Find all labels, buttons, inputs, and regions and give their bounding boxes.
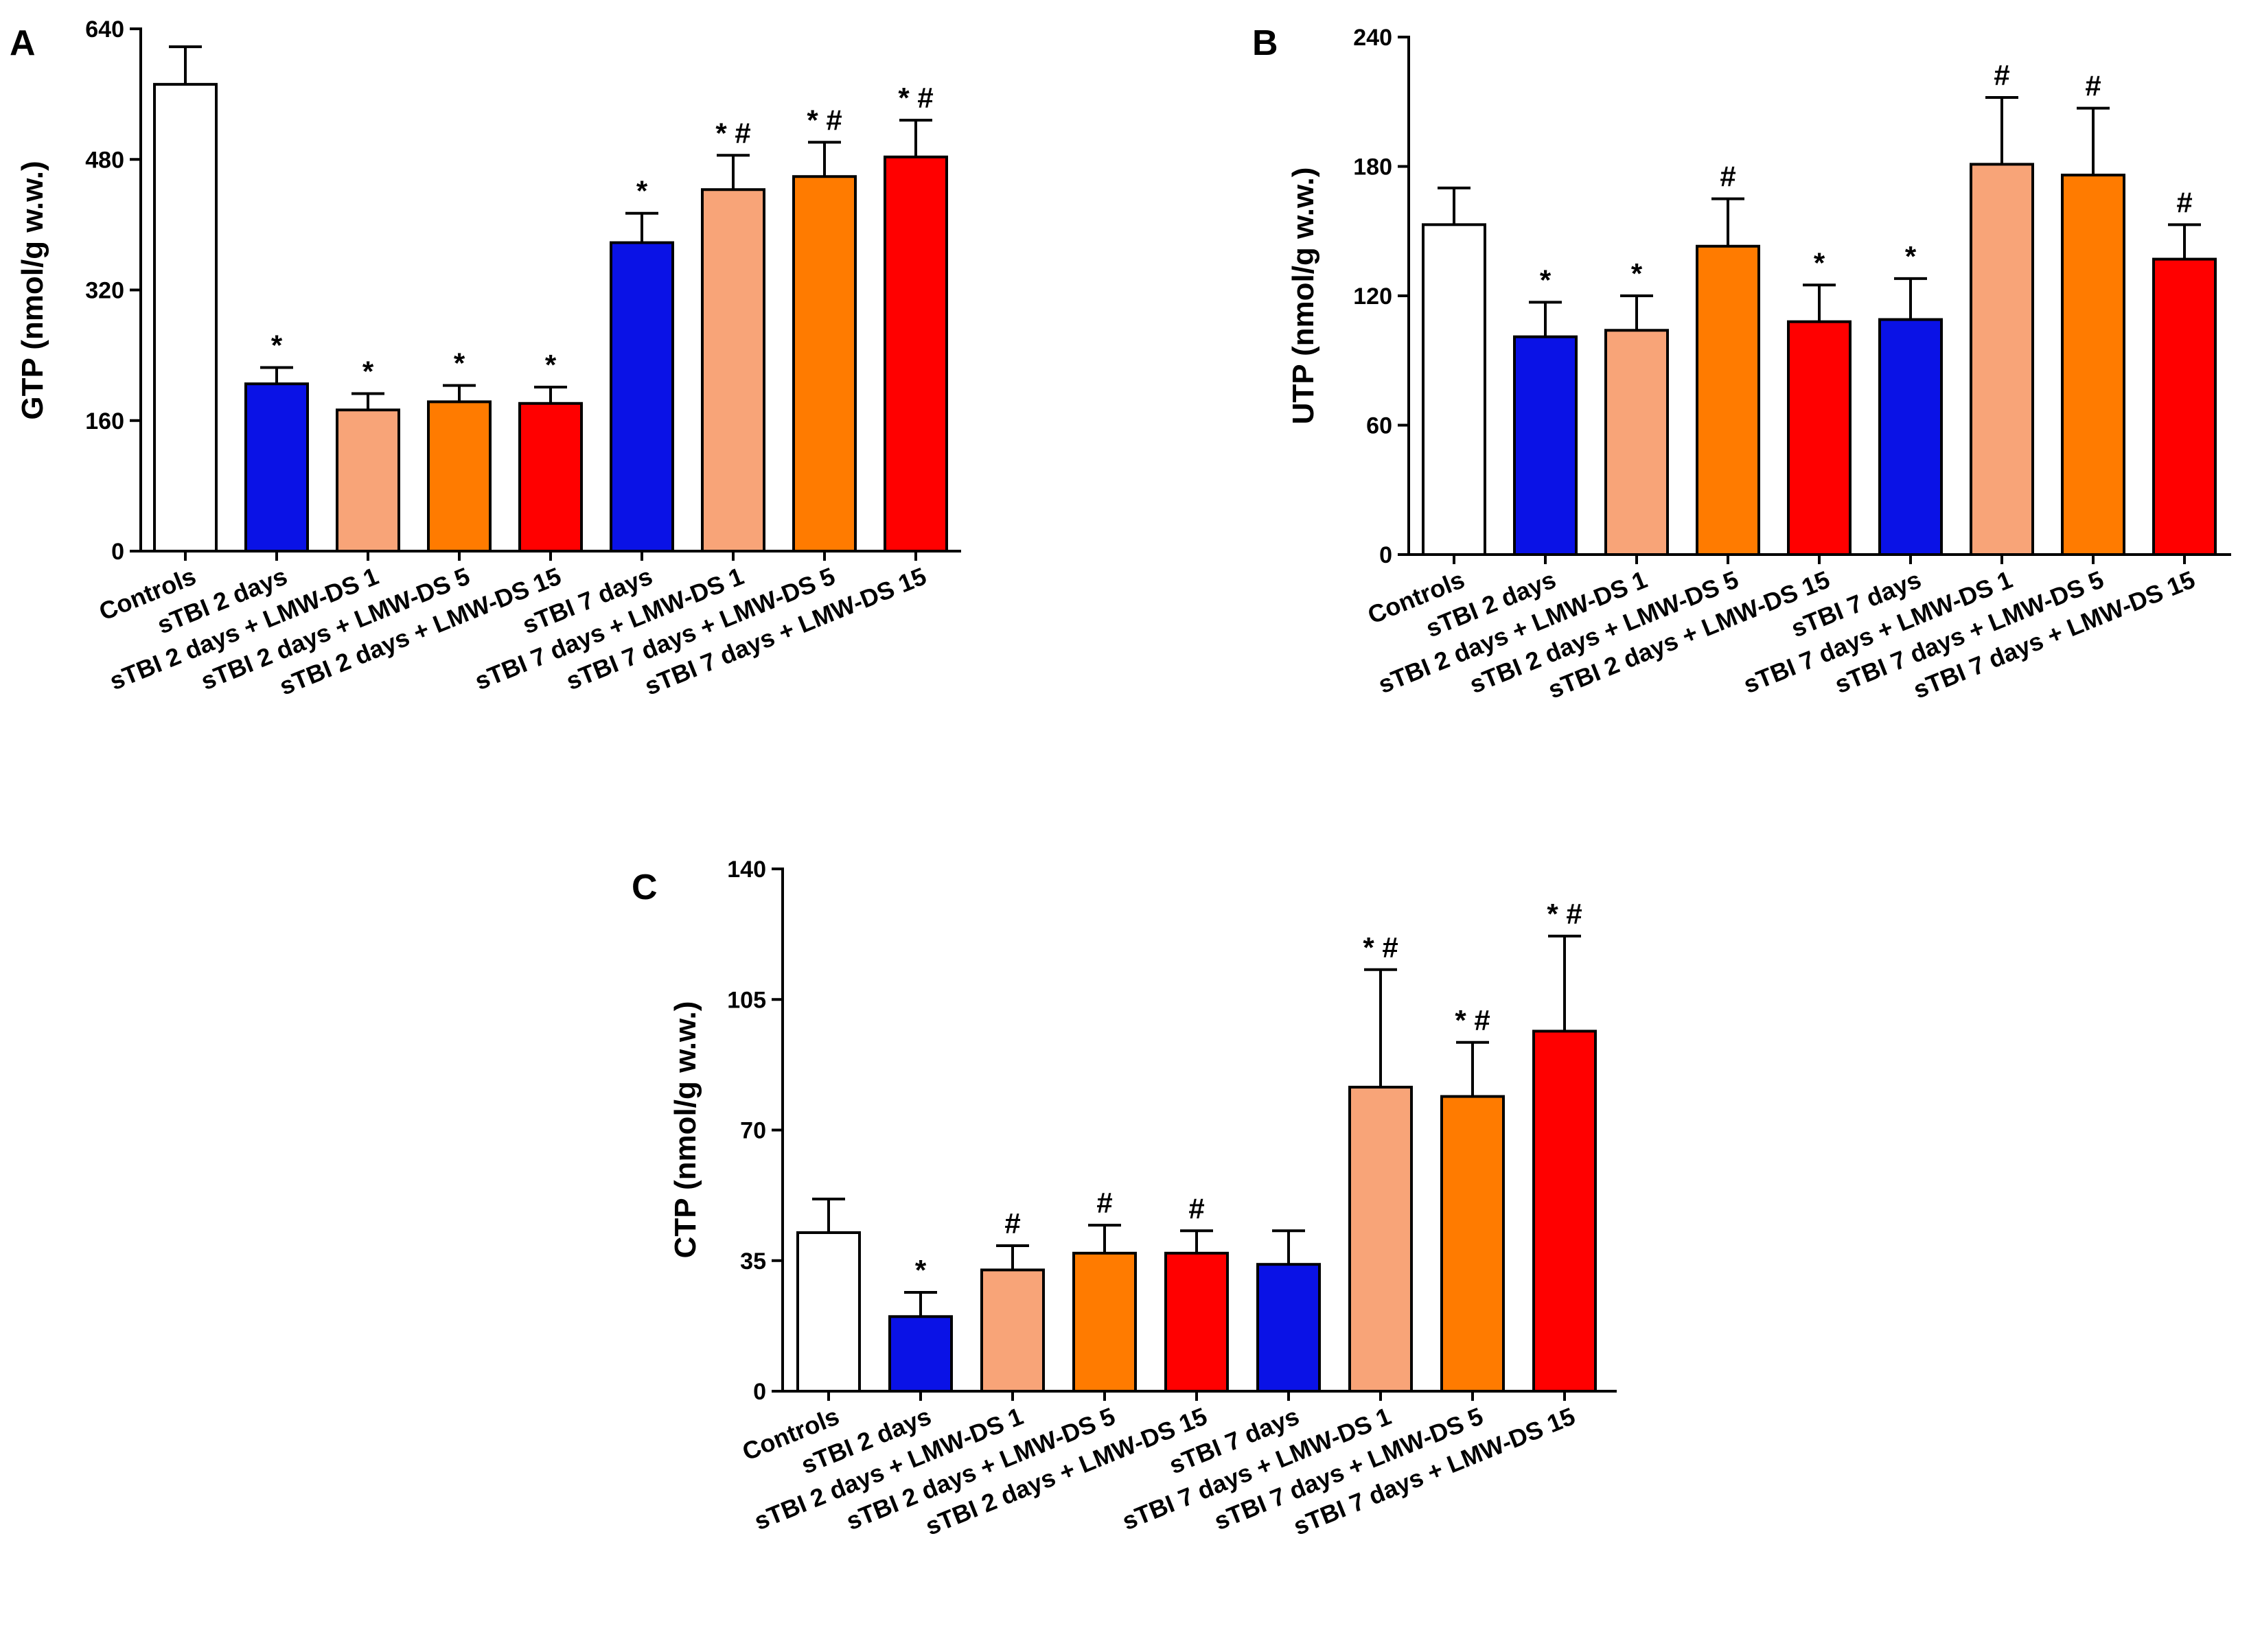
y-tick-label: 60 xyxy=(1366,413,1392,439)
bar xyxy=(1164,1251,1229,1393)
bar xyxy=(427,400,492,552)
bar xyxy=(336,408,400,552)
bar xyxy=(1696,244,1760,556)
y-tick-label: 0 xyxy=(1379,542,1392,568)
bar xyxy=(701,188,765,552)
y-tick-label: 640 xyxy=(85,16,124,43)
panel-label: B xyxy=(1252,23,1278,63)
y-tick-label: 120 xyxy=(1353,283,1392,310)
bar xyxy=(884,155,948,553)
bar xyxy=(980,1268,1045,1393)
significance-label: * xyxy=(454,347,465,380)
significance-label: # xyxy=(1720,161,1735,193)
y-tick-label: 180 xyxy=(1353,154,1392,181)
bar xyxy=(1422,223,1486,556)
significance-label: * # xyxy=(1547,898,1582,930)
bar xyxy=(153,82,218,552)
bar xyxy=(1604,329,1669,556)
y-tick-label: 105 xyxy=(727,987,766,1013)
bar xyxy=(1878,318,1943,556)
bar xyxy=(792,175,857,552)
significance-label: * xyxy=(1814,246,1825,279)
significance-label: * # xyxy=(898,82,933,114)
bar xyxy=(244,382,309,552)
panel-label: A xyxy=(10,23,36,63)
significance-label: # xyxy=(1994,59,2009,91)
bar xyxy=(796,1231,861,1393)
significance-label: * xyxy=(271,329,283,361)
y-tick-label: 160 xyxy=(85,408,124,434)
bar xyxy=(1532,1029,1597,1393)
significance-label: * # xyxy=(1363,931,1398,964)
bar xyxy=(1348,1085,1413,1393)
y-tick-label: 240 xyxy=(1353,25,1392,51)
y-axis-label: UTP (nmol/g w.w.) xyxy=(1287,167,1320,425)
significance-label: * # xyxy=(715,117,750,149)
y-tick-label: 480 xyxy=(85,147,124,173)
bar xyxy=(1440,1095,1505,1393)
significance-label: * xyxy=(545,349,557,381)
bar xyxy=(2061,174,2125,557)
significance-label: * xyxy=(1540,264,1552,296)
significance-label: # xyxy=(2085,70,2101,102)
bar xyxy=(1970,163,2034,556)
y-tick-label: 320 xyxy=(85,278,124,304)
bar xyxy=(1513,335,1578,556)
significance-label: * xyxy=(636,175,648,207)
y-tick-label: 140 xyxy=(727,857,766,883)
bar xyxy=(610,241,674,552)
bar xyxy=(1072,1251,1137,1393)
significance-label: * xyxy=(362,356,374,388)
significance-label: # xyxy=(1188,1192,1204,1224)
significance-label: * # xyxy=(1455,1004,1490,1036)
y-tick-label: 70 xyxy=(740,1118,766,1144)
bar xyxy=(888,1315,953,1393)
significance-label: # xyxy=(1004,1207,1020,1240)
significance-label: # xyxy=(1096,1187,1112,1219)
y-axis-label: GTP (nmol/g w.w.) xyxy=(16,161,49,419)
bar xyxy=(1787,320,1852,556)
bar xyxy=(518,402,583,552)
significance-label: * xyxy=(1905,240,1917,272)
y-tick-label: 35 xyxy=(740,1248,766,1275)
significance-label: # xyxy=(2176,186,2192,218)
bar xyxy=(1256,1263,1321,1393)
significance-label: * # xyxy=(807,104,842,136)
y-tick-label: 0 xyxy=(753,1379,766,1405)
panel-label: C xyxy=(632,868,658,907)
y-tick-label: 0 xyxy=(111,539,124,565)
bar xyxy=(2152,257,2217,556)
significance-label: * xyxy=(915,1254,927,1286)
y-axis-label: CTP (nmol/g w.w.) xyxy=(669,1001,702,1259)
significance-label: * xyxy=(1631,257,1643,290)
